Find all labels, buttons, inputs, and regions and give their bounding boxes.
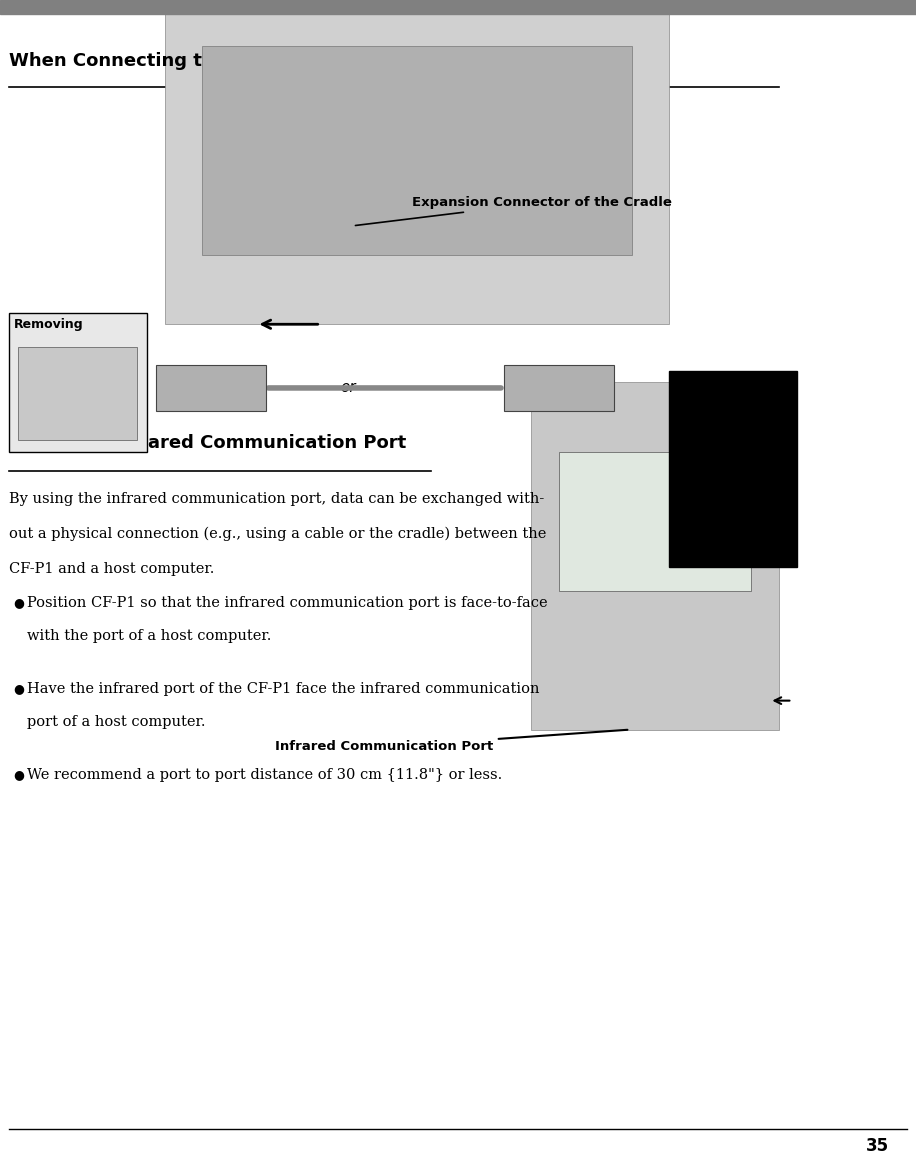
- Text: Expansion Connector of the Cradle: Expansion Connector of the Cradle: [355, 196, 672, 225]
- Text: ●: ●: [14, 596, 25, 609]
- Text: When Connecting the CF-P1 with a Computer via the Cradle: When Connecting the CF-P1 with a Compute…: [9, 52, 614, 70]
- Bar: [559, 451, 751, 590]
- Text: Infrared Communication Port: Infrared Communication Port: [275, 730, 627, 754]
- Bar: [165, 0, 669, 325]
- Bar: [531, 382, 779, 730]
- Bar: [0, 0, 916, 14]
- Bar: [669, 370, 797, 567]
- Bar: [9, 313, 147, 451]
- Text: Using the Infrared Communication Port: Using the Infrared Communication Port: [9, 434, 407, 452]
- Bar: [156, 364, 266, 411]
- Text: Removing: Removing: [14, 319, 83, 332]
- Text: We recommend a port to port distance of 30 cm {11.8"} or less.: We recommend a port to port distance of …: [27, 768, 503, 782]
- Text: Have the infrared port of the CF-P1 face the infrared communication: Have the infrared port of the CF-P1 face…: [27, 682, 540, 696]
- Text: ●: ●: [14, 768, 25, 781]
- Bar: [504, 364, 614, 411]
- Bar: [202, 46, 632, 255]
- Text: port of a host computer.: port of a host computer.: [27, 715, 206, 728]
- Bar: [18, 348, 137, 440]
- Text: CF-P1 and a host computer.: CF-P1 and a host computer.: [9, 561, 214, 575]
- Text: with the port of a host computer.: with the port of a host computer.: [27, 629, 272, 643]
- Text: Position CF-P1 so that the infrared communication port is face-to-face: Position CF-P1 so that the infrared comm…: [27, 596, 548, 610]
- Text: out a physical connection (e.g., using a cable or the cradle) between the: out a physical connection (e.g., using a…: [9, 527, 547, 542]
- Text: By using the infrared communication port, data can be exchanged with-: By using the infrared communication port…: [9, 492, 544, 506]
- Text: ●: ●: [14, 682, 25, 695]
- Text: or: or: [340, 380, 356, 396]
- Text: 35: 35: [866, 1137, 889, 1155]
